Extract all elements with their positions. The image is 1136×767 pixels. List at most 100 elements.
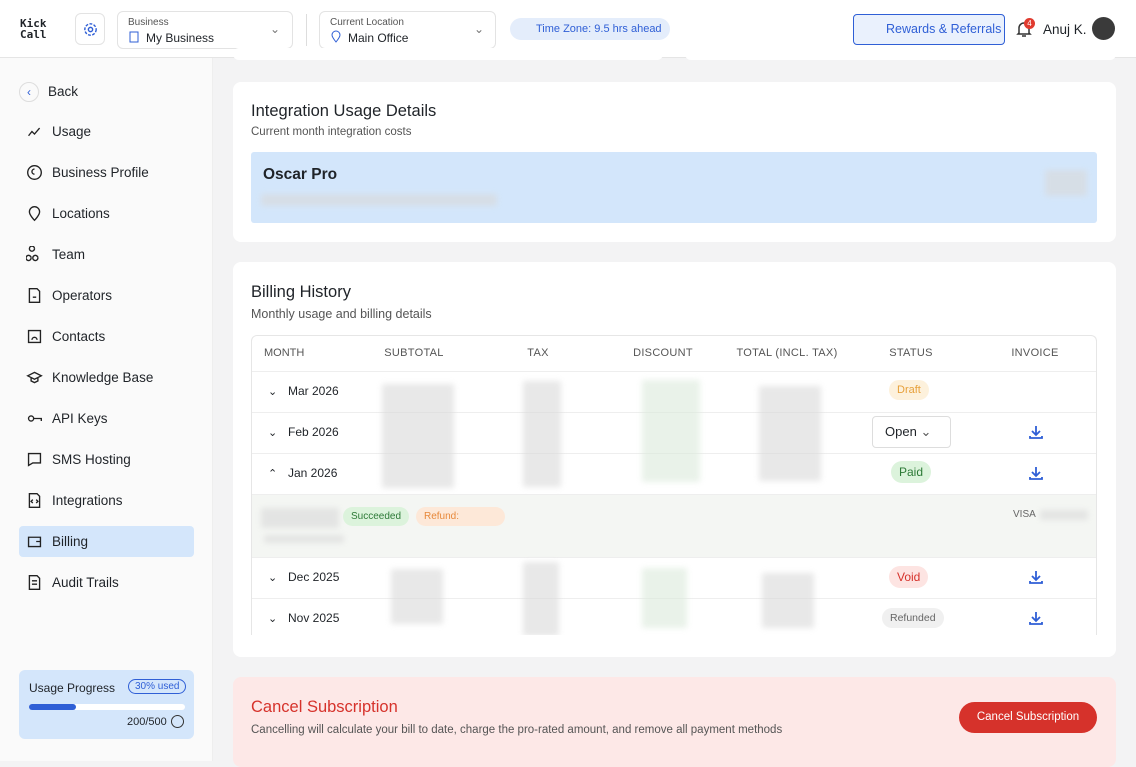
month-cell[interactable]: ⌄ Feb 2026: [268, 425, 339, 439]
nav-icon: [27, 415, 42, 422]
user-name[interactable]: Anuj K.: [1043, 22, 1087, 37]
plan-name: Oscar Pro: [263, 166, 338, 183]
usage-count: 200/500: [127, 716, 167, 728]
cancel-card: Cancel Subscription Cancelling will calc…: [233, 677, 1116, 767]
invoice-download[interactable]: [1028, 465, 1044, 481]
month-label: Jan 2026: [288, 466, 338, 480]
nav-icon: [26, 371, 43, 384]
redacted: [391, 569, 443, 624]
chevron: ⌄: [270, 22, 281, 36]
back-link[interactable]: ‹ Back: [19, 76, 194, 107]
card-brand: VISA: [1013, 509, 1036, 520]
nav-item[interactable]: Operators: [19, 280, 194, 311]
month-label: Feb 2026: [288, 425, 339, 439]
nav-icon: [28, 575, 41, 590]
business-select[interactable]: Business My Business ⌄: [117, 11, 293, 49]
nav-label: API Keys: [52, 411, 108, 426]
nav-item[interactable]: Locations: [19, 198, 194, 229]
settings-button[interactable]: [75, 13, 105, 45]
nav-icon: [28, 206, 41, 222]
cancel-button[interactable]: Cancel Subscription: [959, 702, 1097, 733]
nav-item[interactable]: Audit Trails: [19, 567, 194, 598]
redacted: [523, 381, 561, 487]
status-badge: Draft: [889, 380, 929, 400]
column-header: STATUS: [889, 347, 933, 359]
nav-item[interactable]: API Keys: [19, 403, 194, 434]
label: Current Location: [330, 17, 404, 28]
nav-label: Business Profile: [52, 165, 149, 180]
nav-item[interactable]: Team: [19, 239, 194, 270]
logo-text: Kick: [20, 17, 47, 30]
status-select[interactable]: Open ⌄: [872, 416, 951, 448]
redacted: [1040, 510, 1088, 520]
nav-icon: [27, 536, 42, 548]
card-subtitle: Monthly usage and billing details: [251, 307, 432, 321]
nav-item[interactable]: Contacts: [19, 321, 194, 352]
nav-item[interactable]: Knowledge Base: [19, 362, 194, 393]
usage-progress: Usage Progress 30% used 200/500: [19, 670, 194, 739]
month-cell[interactable]: ⌃ Jan 2026: [268, 466, 338, 480]
card-title: Billing History: [251, 283, 351, 301]
redacted: [523, 562, 559, 635]
nav-item[interactable]: Business Profile: [19, 157, 194, 188]
column-header: INVOICE: [1011, 347, 1059, 359]
nav-item[interactable]: Integrations: [19, 485, 194, 516]
rewards-button[interactable]: Rewards & Referrals: [853, 14, 1005, 45]
column-header: SUBTOTAL: [384, 347, 444, 359]
status-badge: Void: [889, 566, 929, 588]
integration-item: Oscar Pro: [251, 152, 1097, 223]
card: [233, 48, 663, 60]
nav-icon: [28, 127, 41, 137]
status-value: Open: [885, 424, 917, 439]
expanded-row: Succeeded Refund: VISA: [252, 494, 1096, 558]
nav-icon: [28, 493, 41, 508]
nav-label: Integrations: [52, 493, 123, 508]
progress-track: [29, 704, 185, 710]
card-title: Cancel Subscription: [251, 698, 398, 716]
redacted: [1045, 170, 1087, 196]
logo-text: Call: [20, 28, 47, 41]
card-subtitle: Current month integration costs: [251, 126, 412, 138]
month-cell[interactable]: ⌄ Dec 2025: [268, 570, 340, 584]
timezone-badge: Time Zone: 9.5 hrs ahead: [510, 18, 670, 40]
column-header: MONTH: [264, 347, 305, 359]
month-label: Mar 2026: [288, 384, 339, 398]
nav-icon: [27, 329, 42, 344]
progress-fill: [29, 704, 76, 710]
month-label: Nov 2025: [288, 611, 340, 625]
redacted: [264, 535, 344, 543]
nav-label: Billing: [52, 534, 89, 549]
location-select[interactable]: Current Location Main Office ⌄: [319, 11, 496, 49]
notification-count: 4: [1024, 18, 1035, 29]
label: Business: [128, 17, 169, 28]
nav-item[interactable]: Billing: [19, 526, 194, 557]
month-cell[interactable]: ⌄ Mar 2026: [268, 384, 339, 398]
nav-label: Team: [52, 247, 86, 262]
sidebar: ‹ Back Usage Progress 30% used 200/500 Us…: [0, 58, 213, 761]
card-title: Integration Usage Details: [251, 102, 437, 120]
redacted: [642, 568, 687, 628]
redacted: [759, 386, 821, 481]
redacted: [642, 380, 700, 482]
card-description: Cancelling will calculate your bill to d…: [251, 724, 783, 736]
nav-icon: [26, 246, 39, 262]
billing-card: Billing History Monthly usage and billin…: [233, 262, 1116, 657]
invoice-download[interactable]: [1028, 424, 1044, 440]
nav-item[interactable]: SMS Hosting: [19, 444, 194, 475]
nav-label: Usage: [52, 124, 92, 139]
avatar[interactable]: [1092, 17, 1115, 40]
value: Main Office: [348, 31, 409, 45]
invoice-download[interactable]: [1028, 610, 1044, 626]
info-icon[interactable]: [171, 715, 184, 728]
redacted: [762, 573, 814, 628]
refund-badge: Refund:: [416, 507, 505, 526]
invoice-download[interactable]: [1028, 569, 1044, 585]
payment-status: Succeeded: [343, 507, 410, 526]
usage-badge: 30% used: [128, 679, 187, 694]
logo[interactable]: Kick Call: [20, 18, 47, 40]
month-label: Dec 2025: [288, 570, 340, 584]
nav-item[interactable]: Usage: [19, 116, 194, 147]
month-cell[interactable]: ⌄ Nov 2025: [268, 611, 340, 625]
status-badge: Refunded: [882, 608, 944, 628]
